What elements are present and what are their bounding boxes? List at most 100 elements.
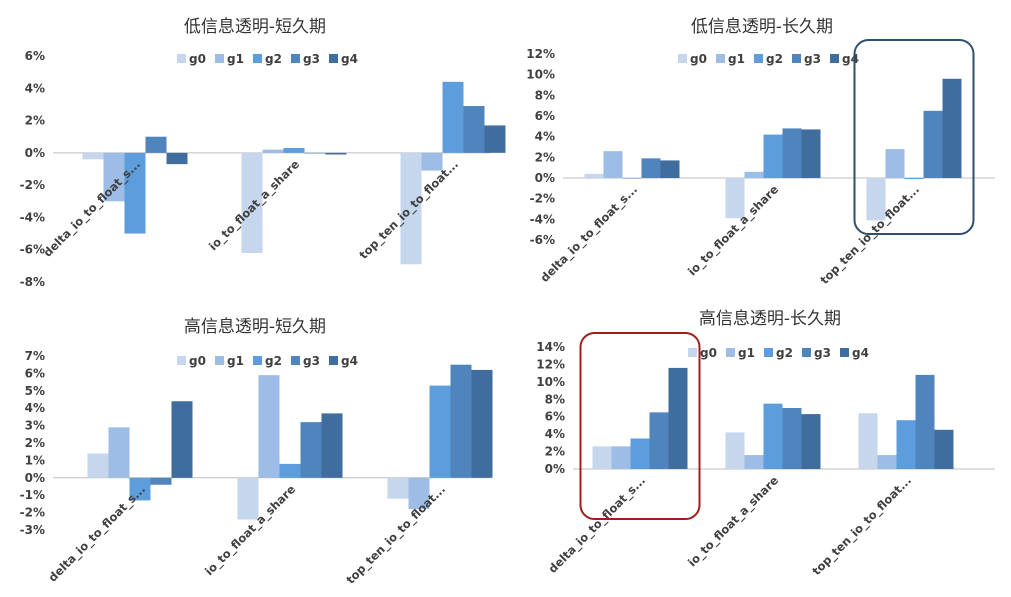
y-tick-label: 6% [25,366,45,380]
bar-g3 [641,158,661,178]
chart-panel-2: 低信息透明-长久期-6%-4%-2%0%2%4%6%8%10%12%delta_… [526,17,995,288]
legend-label-g0: g0 [189,52,206,66]
bar-g3 [915,374,935,469]
legend-swatch-g2 [253,356,262,365]
y-tick-label: 6% [545,410,565,424]
y-tick-label: 4% [545,427,565,441]
legend-swatch-g4 [830,54,839,63]
highlight-box [853,39,975,235]
bar-g4 [471,369,493,478]
y-tick-label: 10% [526,68,555,82]
legend-label-g2: g2 [265,52,282,66]
highlight-box [579,332,701,520]
legend-swatch-g4 [329,54,338,63]
bar-g2 [763,403,783,469]
y-tick-label: -1% [20,488,45,502]
bar-g3 [304,152,326,154]
bar-g1 [258,375,280,478]
legend-label-g1: g1 [728,52,745,66]
legend-swatch-g2 [764,348,773,357]
bar-g2 [622,178,642,179]
bar-g4 [484,125,506,153]
chart-panel-1: 低信息透明-短久期-8%-6%-4%-2%0%2%4%6%delta_io_to… [20,17,506,289]
y-tick-label: 0% [25,146,45,160]
legend-label-g0: g0 [189,354,206,368]
legend-label-g0: g0 [700,346,717,360]
bar-g4 [171,401,193,478]
legend-swatch-g3 [291,54,300,63]
y-tick-label: -6% [530,233,555,247]
y-tick-label: -2% [20,506,45,520]
legend-label-g4: g4 [341,354,358,368]
chart-panel-4: 高信息透明-长久期 0% 2% 4% 6% 8% 10% 12% 14% delta_io_to_… [536,309,995,579]
legend-label-g2: g2 [265,354,282,368]
legend-swatch-g3 [792,54,801,63]
y-tick-label: -3% [20,523,45,537]
legend-label-g2: g2 [766,52,783,66]
bar-g1 [885,149,905,178]
y-tick-label: -4% [530,212,555,226]
bar-g4 [325,152,347,155]
legend-swatch-g0 [688,348,697,357]
legend-label-g4: g4 [852,346,869,360]
legend-swatch-g1 [215,54,224,63]
bar-g2 [283,148,305,153]
bar-g0 [866,178,886,221]
y-tick-label: 14% [536,340,565,354]
y-tick-label: 7% [25,349,45,363]
legend-swatch-g3 [802,348,811,357]
bar-g2 [630,438,650,469]
y-tick-label: 12% [526,47,555,61]
bar-g0 [241,152,263,253]
bar-g0 [725,178,745,219]
bar-g2 [904,178,924,180]
y-tick-label: -8% [20,275,45,289]
category-label: delta_io_to_float_s... [546,473,649,576]
y-tick-label: 2% [25,114,45,128]
legend-label-g1: g1 [227,52,244,66]
legend-swatch-g0 [177,356,186,365]
bar-g4 [934,429,954,469]
chart-panel-3: 高信息透明-短久期 -3% -2% -1% 0% 1% 2% 3% 4% 5% 6% 7% delta_… [20,317,493,587]
category-label: top_ten_io_to_float... [809,473,914,578]
bar-g3 [463,106,485,153]
y-tick-label: 8% [545,392,565,406]
bar-g1 [603,151,623,178]
y-tick-label: 6% [535,109,555,123]
legend-swatch-g3 [291,356,300,365]
y-tick-label: 2% [535,150,555,164]
bar-g3 [150,477,172,485]
bar-g1 [408,477,430,510]
bar-g1 [744,455,764,469]
chart-title: 低信息透明-短久期 [184,17,326,37]
y-tick-label: 0% [545,462,565,476]
legend-swatch-g1 [215,356,224,365]
bar-g4 [660,160,680,178]
legend-label-g4: g4 [842,52,859,66]
bar-g2 [442,81,464,153]
bar-g3 [782,128,802,178]
y-tick-label: -4% [20,210,45,224]
legend-swatch-g2 [253,54,262,63]
bar-g1 [611,446,631,469]
y-tick-label: 4% [25,401,45,415]
legend-label-g1: g1 [738,346,755,360]
bar-g1 [103,152,125,202]
legend-label-g4: g4 [341,52,358,66]
bar-g1 [108,427,130,478]
bar-g2 [896,420,916,469]
bar-g1 [262,149,284,153]
category-label: delta_io_to_float_s... [46,482,149,585]
legend-swatch-g4 [329,356,338,365]
bar-g0 [584,173,604,178]
legend-swatch-g0 [177,54,186,63]
legend-label-g0: g0 [690,52,707,66]
bar-g0 [387,477,409,499]
bar-g4 [801,129,821,178]
chart-title: 高信息透明-短久期 [184,317,326,337]
y-tick-label: 0% [25,471,45,485]
legend-label-g3: g3 [804,52,821,66]
bar-g1 [877,455,897,469]
y-tick-label: -2% [530,192,555,206]
y-tick-label: 5% [25,384,45,398]
